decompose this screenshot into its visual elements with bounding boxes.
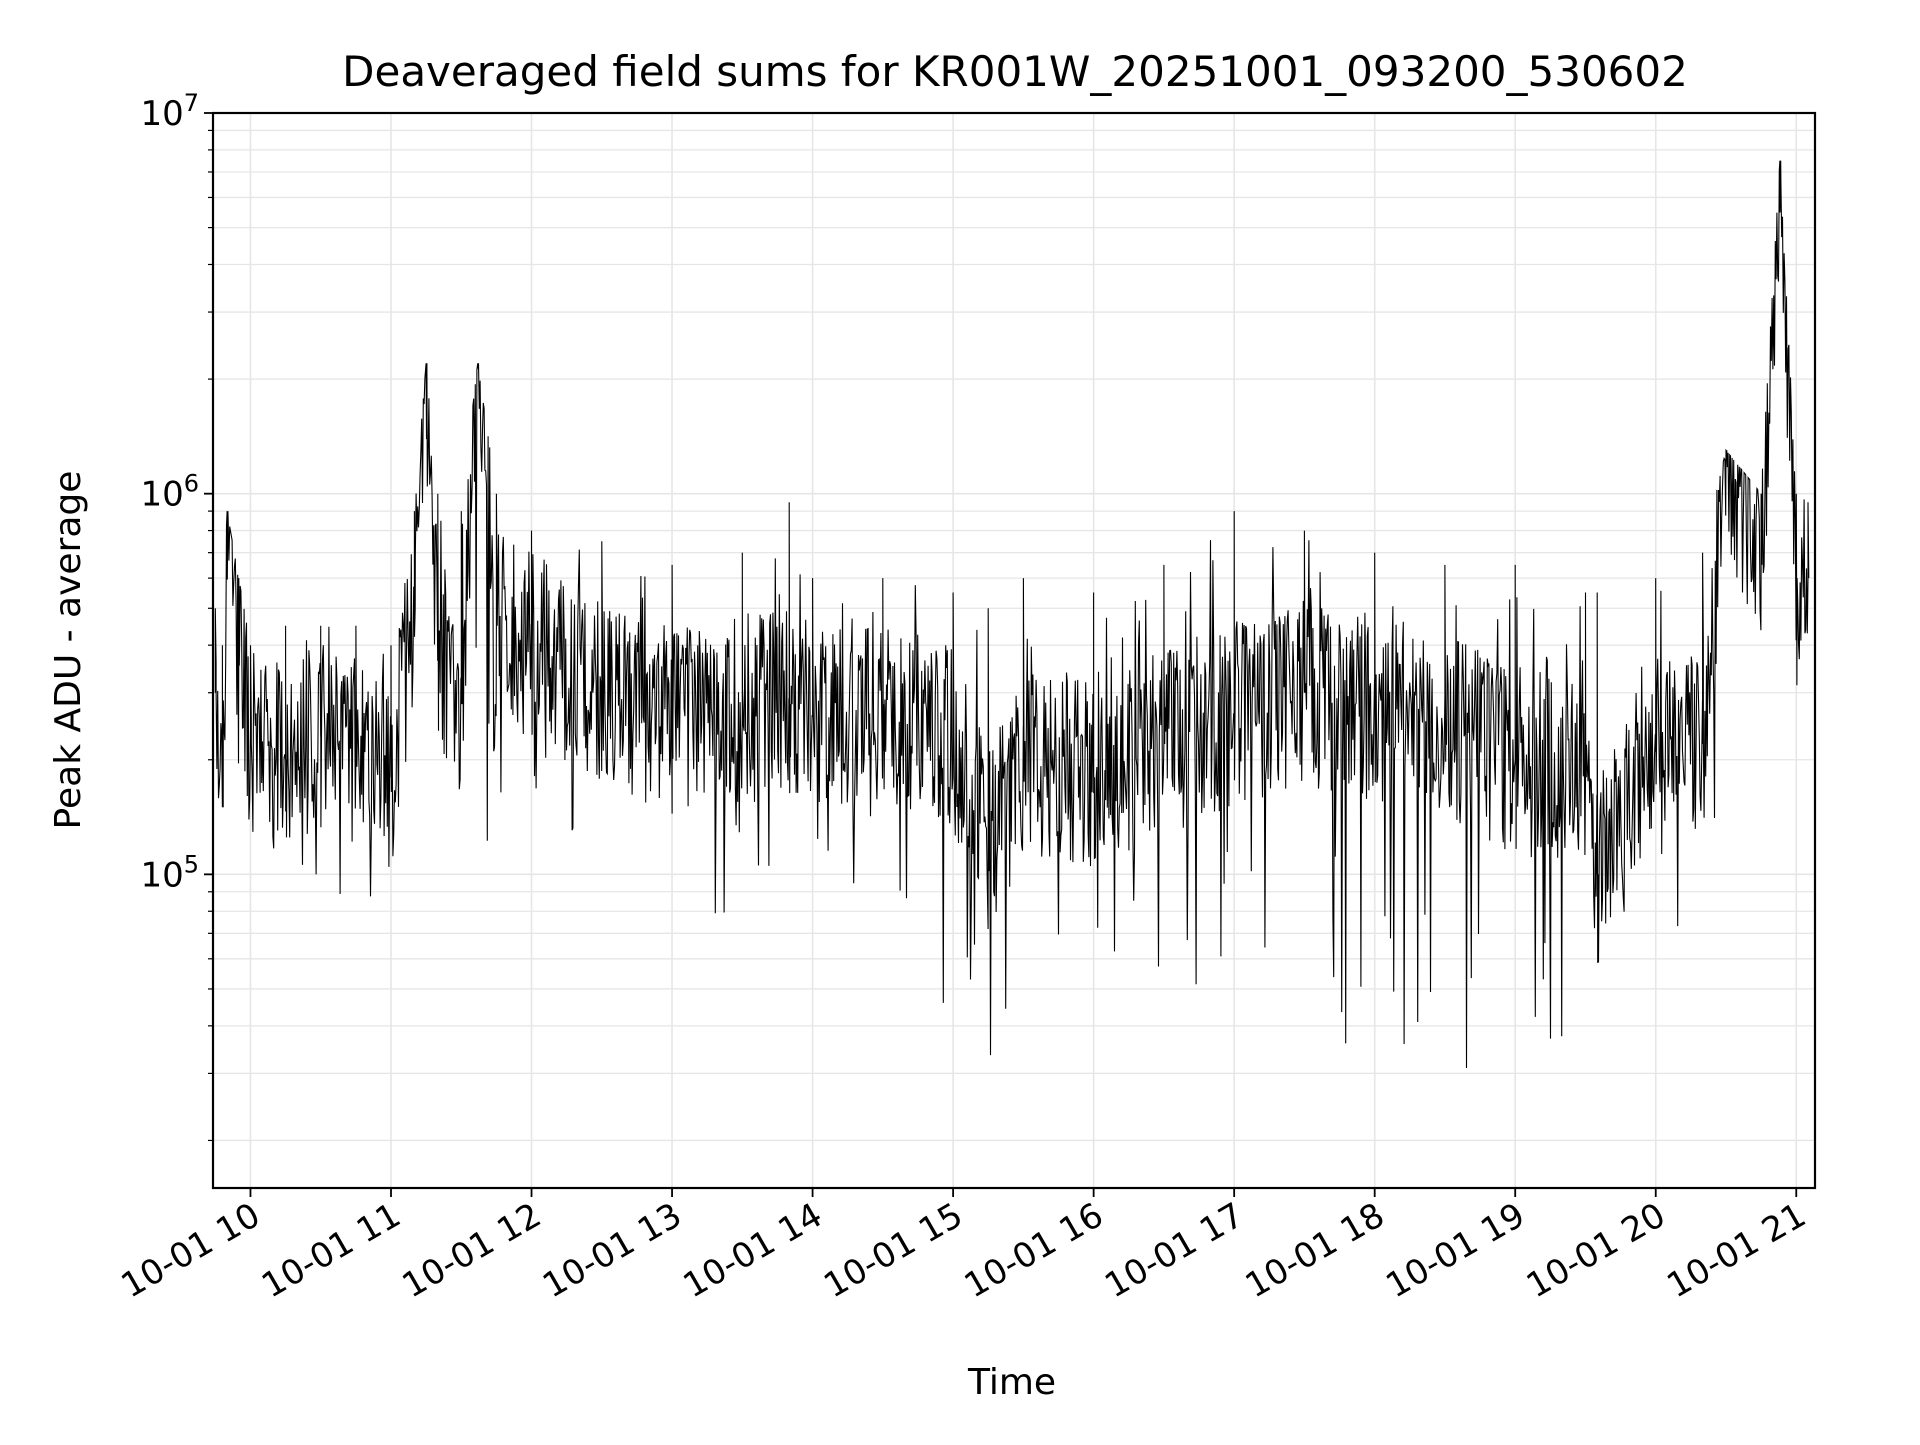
y-axis: 105 106 107 bbox=[140, 89, 213, 1142]
y-tick-label: 107 bbox=[140, 89, 199, 134]
chart-title: Deaveraged field sums for KR001W_2025100… bbox=[342, 47, 1688, 96]
y-axis-label: Peak ADU - average bbox=[48, 471, 89, 830]
series-layer bbox=[214, 160, 1810, 1069]
series-line bbox=[214, 160, 1810, 1069]
y-tick-label: 106 bbox=[140, 470, 199, 515]
x-axis-label: Time bbox=[967, 1362, 1056, 1403]
y-tick-label: 105 bbox=[140, 850, 199, 895]
plot-frame bbox=[211, 111, 1817, 1190]
